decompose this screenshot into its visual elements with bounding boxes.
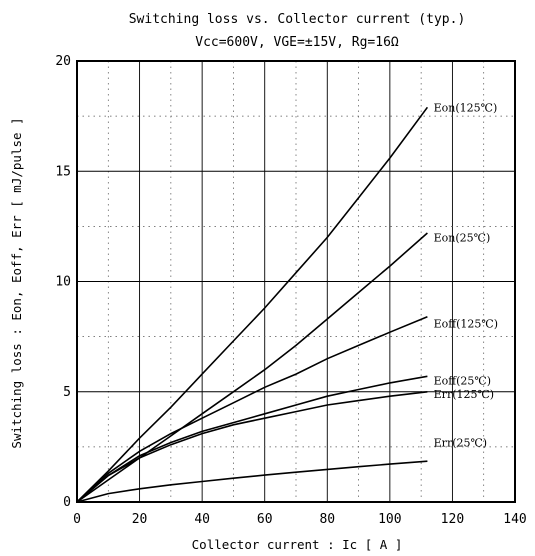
x-tick-label: 40 xyxy=(194,512,210,527)
series-label: Eoff(25℃) xyxy=(434,375,491,388)
x-tick-label: 100 xyxy=(378,512,401,527)
y-tick-label: 15 xyxy=(55,164,71,179)
series-line xyxy=(76,316,428,503)
curve-labels: Eon(125℃)Eon(25℃)Eoff(125℃)Eoff(25℃)Err(… xyxy=(434,101,498,449)
y-tick-label: 5 xyxy=(63,385,71,400)
y-tick-label: 20 xyxy=(55,54,71,69)
x-tick-label: 140 xyxy=(503,512,526,527)
series-line xyxy=(76,106,429,503)
chart-title: Switching loss vs. Collector current (ty… xyxy=(129,12,466,27)
x-tick-label: 120 xyxy=(441,512,464,527)
x-tick-label: 20 xyxy=(132,512,148,527)
series-label: Eon(125℃) xyxy=(434,101,498,114)
x-tick-label: 60 xyxy=(257,512,273,527)
x-axis-label: Collector current : Ic [ A ] xyxy=(192,537,403,552)
series-line xyxy=(76,391,428,503)
y-tick-label: 0 xyxy=(63,495,71,510)
series-line xyxy=(76,375,428,503)
x-tick-label: 0 xyxy=(73,512,81,527)
series-label: Eoff(125℃) xyxy=(434,317,498,330)
y-tick-label: 10 xyxy=(55,275,71,290)
curves xyxy=(76,106,429,503)
y-tick-labels: 0 5 10 15 20 xyxy=(55,54,71,510)
series-label: Err(25℃) xyxy=(434,436,487,449)
series-label: Eon(25℃) xyxy=(434,231,491,244)
plot-frame xyxy=(76,60,516,503)
grid xyxy=(77,61,515,502)
y-axis-label: Switching loss : Eon, Eoff, Err [ mJ/pul… xyxy=(9,117,24,448)
x-tick-label: 80 xyxy=(319,512,335,527)
x-tick-labels: 0 20 40 60 80 100 120 140 xyxy=(73,512,527,527)
chart-subtitle: Vcc=600V, VGE=±15V, Rg=16Ω xyxy=(195,35,399,50)
series-label: Err(125℃) xyxy=(434,388,494,401)
series-line xyxy=(76,460,428,503)
